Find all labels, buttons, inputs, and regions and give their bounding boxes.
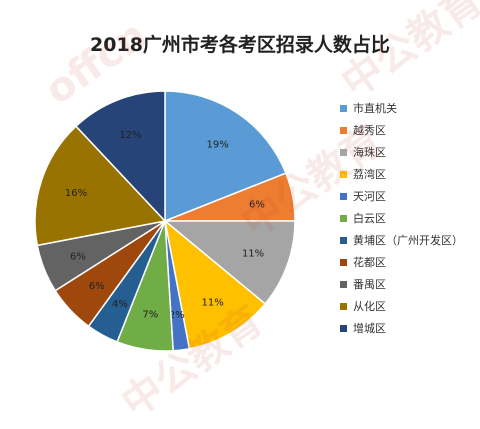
legend-label: 增城区	[353, 322, 386, 335]
pie-slice	[74, 90, 166, 223]
legend-label: 越秀区	[353, 124, 386, 137]
legend-swatch	[340, 170, 347, 178]
legend-swatch	[340, 302, 347, 310]
legend-item: 增城区	[340, 317, 463, 339]
slice-label: 12%	[119, 130, 141, 141]
legend: 市直机关越秀区海珠区荔湾区天河区白云区黄埔区（广州开发区） 花都区番禺区从化区增城…	[340, 97, 463, 339]
slice-label: 11%	[202, 298, 224, 309]
slice-label: 6%	[70, 251, 86, 262]
legend-swatch	[340, 324, 347, 332]
legend-swatch	[340, 214, 347, 222]
legend-label: 海珠区	[353, 146, 386, 159]
legend-item: 越秀区	[340, 119, 463, 141]
slice-label: 6%	[89, 281, 105, 292]
legend-item: 黄埔区（广州开发区）	[340, 229, 463, 251]
legend-item: 海珠区	[340, 141, 463, 163]
legend-label: 番禺区	[353, 278, 386, 291]
pie-chart: 19% 6% 11% 11% 2% 7% 4% 6% 6% 16% 12%	[34, 90, 296, 352]
legend-item: 天河区	[340, 185, 463, 207]
legend-swatch	[340, 126, 347, 134]
pie-slice	[34, 125, 167, 247]
slice-label: 19%	[206, 140, 228, 151]
legend-item: 番禺区	[340, 273, 463, 295]
legend-label: 花都区	[353, 256, 386, 269]
chart-title: 2018广州市考各考区招录人数占比	[90, 34, 390, 56]
pie-slice	[162, 220, 296, 305]
legend-label: 黄埔区（广州开发区）	[353, 234, 463, 247]
slice-label: 16%	[65, 188, 87, 199]
legend-label: 白云区	[353, 212, 386, 225]
legend-swatch	[340, 258, 347, 266]
slice-label: 2%	[169, 310, 185, 321]
slice-label: 6%	[249, 199, 265, 210]
legend-label: 天河区	[353, 190, 386, 203]
legend-swatch	[340, 148, 347, 156]
legend-item: 从化区	[340, 295, 463, 317]
legend-swatch	[340, 280, 347, 288]
legend-swatch	[340, 192, 347, 200]
legend-item: 花都区	[340, 251, 463, 273]
legend-label: 从化区	[353, 300, 386, 313]
legend-label: 市直机关	[353, 102, 397, 115]
legend-swatch	[340, 236, 347, 244]
slice-label: 7%	[142, 309, 158, 320]
legend-label: 荔湾区	[353, 168, 386, 181]
pie-slice	[164, 90, 287, 223]
legend-item: 市直机关	[340, 97, 463, 119]
legend-swatch	[340, 104, 347, 112]
legend-item: 荔湾区	[340, 163, 463, 185]
pie-slice	[163, 219, 267, 350]
legend-item: 白云区	[340, 207, 463, 229]
slice-label: 4%	[112, 299, 128, 310]
slice-label: 11%	[242, 249, 264, 260]
